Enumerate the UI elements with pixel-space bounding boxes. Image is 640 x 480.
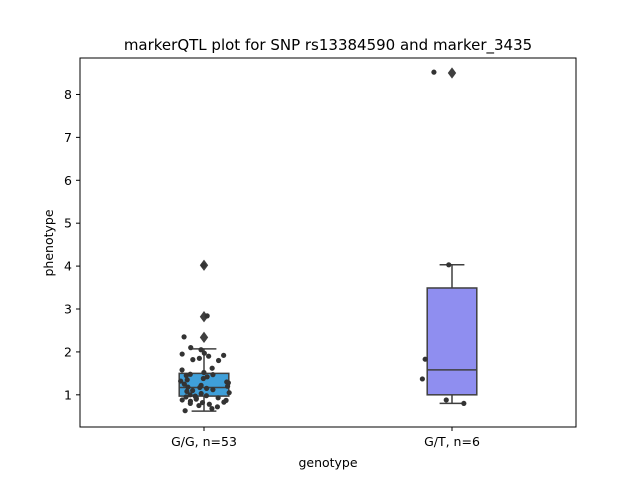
plot-frame — [79, 57, 577, 428]
data-point — [187, 400, 193, 407]
data-point — [431, 69, 437, 75]
data-point — [198, 390, 204, 397]
data-point — [179, 351, 185, 357]
data-point — [210, 372, 216, 378]
y-axis-title: phenotype — [41, 209, 56, 276]
data-point — [209, 365, 215, 371]
data-point — [181, 334, 187, 340]
y-tick-label: 4 — [64, 259, 72, 274]
outlier-marker — [199, 311, 209, 323]
data-point — [209, 405, 215, 412]
data-point — [184, 388, 190, 394]
data-point — [196, 402, 202, 409]
data-point — [184, 377, 190, 383]
data-point — [203, 393, 210, 399]
data-point — [181, 381, 187, 387]
data-point — [446, 262, 452, 268]
data-point — [204, 385, 210, 391]
data-point — [200, 375, 206, 382]
plot-area — [178, 67, 478, 414]
data-point — [214, 404, 221, 410]
x-tick-label: G/T, n=6 — [424, 434, 480, 449]
data-point — [215, 357, 222, 364]
data-point — [199, 399, 206, 406]
box — [426, 287, 478, 396]
data-point — [183, 394, 189, 400]
data-point — [461, 400, 467, 407]
data-point — [197, 384, 203, 391]
data-point — [215, 395, 221, 401]
data-point — [225, 383, 231, 389]
data-point — [179, 367, 185, 373]
y-tick-label: 3 — [64, 302, 72, 317]
data-point — [196, 355, 202, 361]
data-point — [187, 392, 193, 398]
data-point — [182, 408, 188, 414]
outlier-marker — [199, 331, 209, 343]
data-point — [178, 378, 184, 384]
data-point — [210, 387, 216, 393]
y-tick-label: 2 — [64, 344, 72, 359]
y-tick-label: 5 — [64, 216, 72, 231]
data-point — [221, 352, 227, 358]
data-point — [221, 399, 227, 405]
y-tick-label: 6 — [64, 173, 72, 188]
data-point — [185, 384, 191, 390]
data-point — [422, 356, 428, 362]
y-tick-label: 1 — [64, 387, 72, 402]
data-point — [419, 376, 425, 382]
data-point — [201, 350, 207, 356]
data-point — [206, 353, 212, 359]
axes: 1 2 3 4 5 6 7 8 G/G, n=53 G/T, n=6 — [64, 87, 480, 449]
data-point — [188, 345, 194, 351]
x-axis-title: genotype — [298, 455, 357, 470]
outlier-marker — [447, 67, 457, 79]
data-point — [200, 262, 207, 268]
data-point — [201, 369, 207, 376]
data-point — [443, 397, 449, 403]
data-point — [193, 396, 199, 402]
data-point — [183, 372, 189, 379]
data-point — [206, 401, 212, 407]
data-point — [226, 390, 232, 396]
data-point — [187, 371, 193, 377]
y-tick-label: 7 — [64, 130, 72, 145]
chart-title: markerQTL plot for SNP rs13384590 and ma… — [124, 36, 532, 55]
y-tick-label: 8 — [64, 87, 72, 102]
data-point — [198, 347, 204, 353]
data-point — [190, 387, 196, 394]
data-point — [190, 357, 196, 363]
x-tick-label: G/G, n=53 — [171, 434, 237, 449]
data-point — [179, 397, 185, 403]
data-point — [204, 313, 210, 319]
